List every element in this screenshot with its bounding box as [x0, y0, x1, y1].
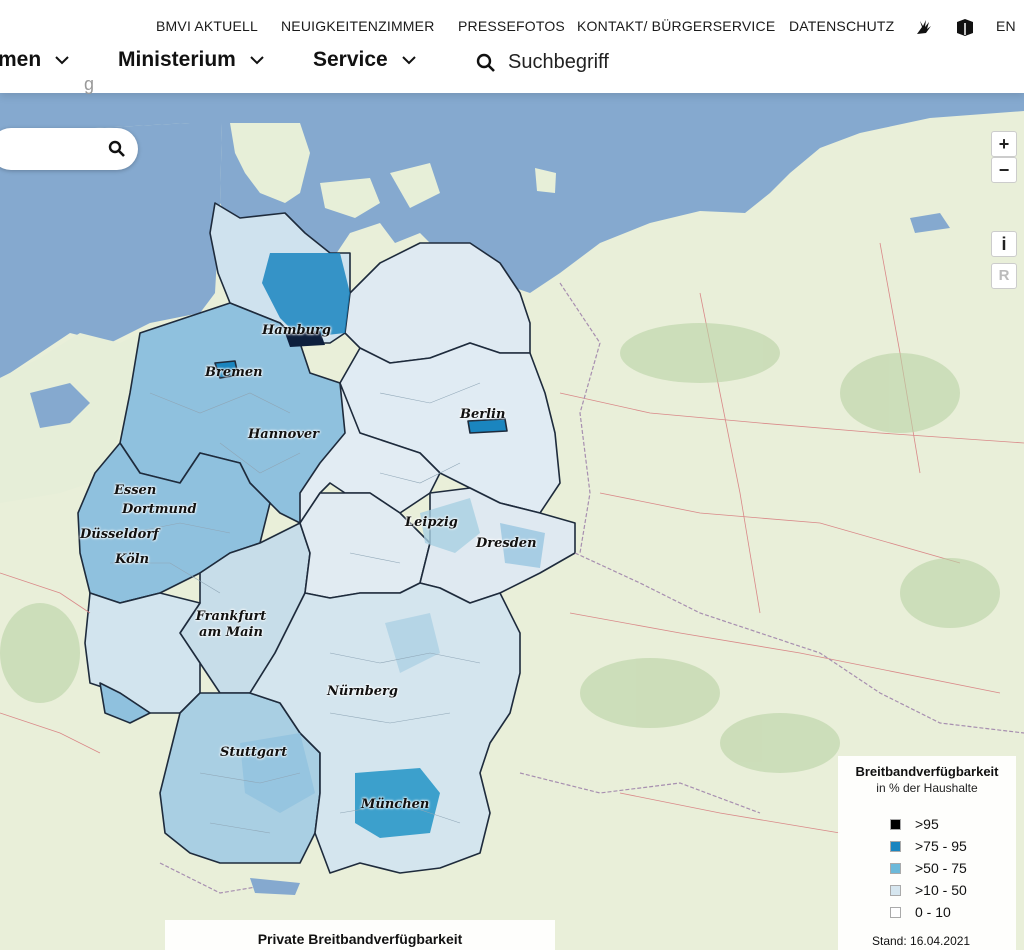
- nav-item-service[interactable]: Service: [313, 48, 416, 72]
- site-header: BMVI AKTUELL NEUIGKEITENZIMMER PRESSEFOT…: [0, 0, 1024, 93]
- city-label-koeln: Köln: [115, 552, 150, 567]
- legend-label: >10 - 50: [915, 882, 967, 898]
- easy-language-book-icon[interactable]: [955, 17, 975, 37]
- legend-item: >95: [890, 816, 939, 832]
- legend-item: >50 - 75: [890, 860, 967, 876]
- legend-label: >95: [915, 816, 939, 832]
- top-navigation: BMVI AKTUELL NEUIGKEITENZIMMER PRESSEFOT…: [0, 18, 1024, 38]
- nav-item-themen[interactable]: men: [0, 48, 69, 72]
- zoom-out-button[interactable]: −: [991, 157, 1017, 183]
- chevron-down-icon: [55, 55, 69, 64]
- reset-button[interactable]: R: [991, 263, 1017, 289]
- top-link-neuigkeitenzimmer[interactable]: NEUIGKEITENZIMMER: [281, 18, 435, 34]
- city-label-duesseldorf: Düsseldorf: [80, 527, 159, 542]
- legend-label: 0 - 10: [915, 904, 951, 920]
- legend-item: >75 - 95: [890, 838, 967, 854]
- legend-label: >75 - 95: [915, 838, 967, 854]
- city-label-essen: Essen: [114, 483, 157, 498]
- broadband-map[interactable]: + − i R Hamburg Bremen Berlin Hannover E…: [0, 93, 1024, 950]
- top-link-bmvi-aktuell[interactable]: BMVI AKTUELL: [156, 18, 258, 34]
- top-link-datenschutz[interactable]: DATENSCHUTZ: [789, 18, 895, 34]
- map-search-input[interactable]: [0, 128, 138, 170]
- city-label-berlin: Berlin: [460, 407, 506, 422]
- top-link-pressefotos[interactable]: PRESSEFOTOS: [458, 18, 565, 34]
- map-canvas: [0, 93, 1024, 895]
- city-label-hamburg: Hamburg: [262, 323, 331, 338]
- sign-language-icon[interactable]: [914, 17, 934, 37]
- legend-swatch: [890, 906, 901, 918]
- city-label-bremen: Bremen: [205, 365, 263, 380]
- city-label-leipzig: Leipzig: [405, 515, 458, 530]
- legend-swatch: [890, 862, 901, 874]
- city-label-stuttgart: Stuttgart: [220, 745, 288, 760]
- nav-item-ministerium[interactable]: Ministerium: [118, 48, 264, 72]
- chevron-down-icon: [250, 55, 264, 64]
- search-icon: [108, 140, 125, 157]
- info-button[interactable]: i: [991, 231, 1017, 257]
- legend-swatch: [890, 818, 901, 830]
- legend-label: >50 - 75: [915, 860, 967, 876]
- top-link-kontakt[interactable]: KONTAKT/ BÜRGERSERVICE: [577, 18, 776, 34]
- nav-item-ministerium-label: Ministerium: [118, 48, 236, 71]
- city-label-dortmund: Dortmund: [122, 502, 197, 517]
- legend-swatch: [890, 884, 901, 896]
- map-legend: Breitbandverfügbarkeit in % der Haushalt…: [838, 756, 1016, 950]
- data-date: Stand: 16.04.2021: [872, 934, 971, 948]
- zoom-in-button[interactable]: +: [991, 131, 1017, 157]
- legend-title: Breitbandverfügbarkeit: [855, 764, 999, 779]
- legend-item: >10 - 50: [890, 882, 967, 898]
- nav-item-service-label: Service: [313, 48, 388, 71]
- legend-swatch: [890, 840, 901, 852]
- chevron-down-icon: [402, 55, 416, 64]
- site-search[interactable]: Suchbegriff: [476, 51, 609, 74]
- city-label-muenchen: München: [361, 797, 430, 812]
- peek-text: g: [84, 74, 95, 94]
- search-icon: [476, 53, 495, 72]
- legend-item: 0 - 10: [890, 904, 951, 920]
- city-label-dresden: Dresden: [476, 536, 537, 551]
- language-switch-en[interactable]: EN: [996, 18, 1016, 34]
- legend-subtitle: in % der Haushalte: [876, 781, 978, 795]
- city-label-hannover: Hannover: [248, 427, 319, 442]
- city-label-nuernberg: Nürnberg: [327, 684, 398, 699]
- map-caption: Private Breitbandverfügbarkeit: [165, 920, 555, 950]
- city-label-frankfurt: Frankfurt am Main: [195, 609, 267, 640]
- search-placeholder: Suchbegriff: [508, 51, 609, 73]
- nav-item-themen-label: men: [0, 48, 42, 71]
